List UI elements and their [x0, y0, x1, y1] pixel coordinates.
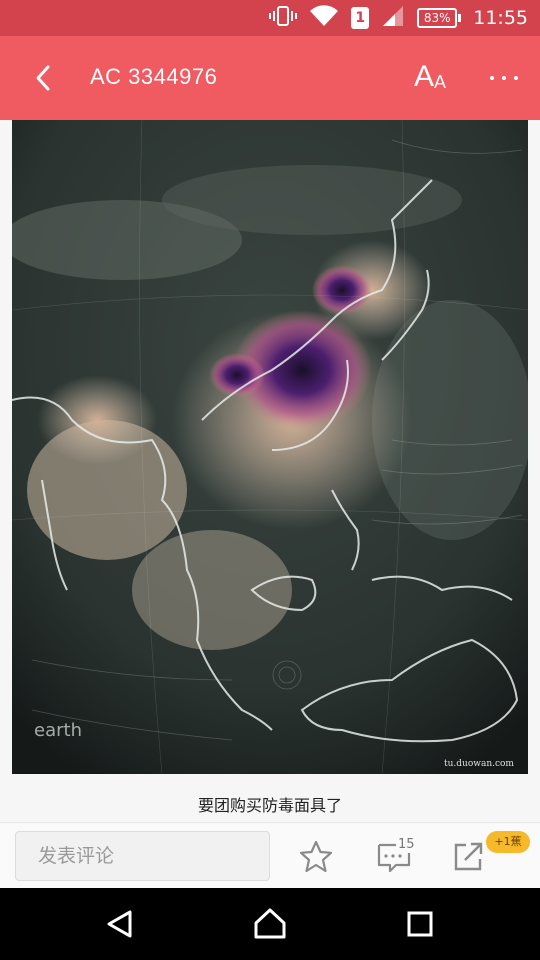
- wifi-icon: [309, 5, 339, 31]
- back-button[interactable]: [24, 58, 64, 98]
- nav-back-icon: [107, 910, 132, 938]
- image-watermark: tu.duowan.com: [444, 759, 514, 769]
- battery-icon: 83%: [417, 8, 462, 28]
- more-dots-icon: [514, 76, 518, 80]
- battery-tip: [458, 14, 462, 22]
- status-icons: 1 83% 11:55: [269, 0, 528, 36]
- signal-icon: [381, 5, 405, 31]
- battery-body: 83%: [417, 8, 458, 28]
- back-arrow-icon: [36, 65, 50, 91]
- app-bar: AC 3344976 A A: [0, 36, 540, 120]
- font-size-button[interactable]: A A: [412, 58, 456, 98]
- more-button[interactable]: [490, 66, 518, 90]
- comment-input[interactable]: 发表评论: [15, 831, 270, 881]
- nav-recents-button[interactable]: [400, 904, 440, 944]
- clock: 11:55: [473, 7, 528, 29]
- more-dots-icon: [490, 76, 494, 80]
- nav-back-button[interactable]: [100, 904, 140, 944]
- reward-badge: +1蕉: [486, 831, 530, 853]
- earth-label: earth: [34, 720, 82, 741]
- more-dots-icon: [502, 76, 506, 80]
- nav-home-icon: [254, 908, 286, 939]
- nav-home-button[interactable]: [250, 904, 290, 944]
- image-caption: 要团购买防毒面具了: [197, 796, 342, 815]
- battery-percent: 83%: [423, 11, 451, 25]
- status-bar: 1 83% 11:55: [0, 0, 540, 36]
- comment-icon: [377, 843, 411, 873]
- vibrate-icon: [269, 5, 298, 31]
- font-size-icon-large: A: [414, 60, 435, 93]
- share-icon: [454, 842, 483, 871]
- font-size-icon-small: A: [434, 72, 447, 92]
- sim-icon: 1: [351, 7, 370, 29]
- favorite-button[interactable]: [296, 837, 336, 877]
- earth-map-image[interactable]: earth tu.duowan.com: [12, 120, 528, 774]
- page-title: AC 3344976: [90, 64, 218, 89]
- article-content: earth tu.duowan.com 要团购买防毒面具了: [0, 120, 540, 822]
- system-nav-bar: [0, 888, 540, 960]
- comment-count: 15: [398, 837, 415, 852]
- comment-bar: 发表评论 15 +1蕉: [0, 822, 540, 888]
- star-icon: [299, 840, 333, 873]
- comments-button[interactable]: [374, 837, 414, 877]
- share-button[interactable]: [450, 839, 490, 879]
- nav-recents-icon: [407, 911, 433, 937]
